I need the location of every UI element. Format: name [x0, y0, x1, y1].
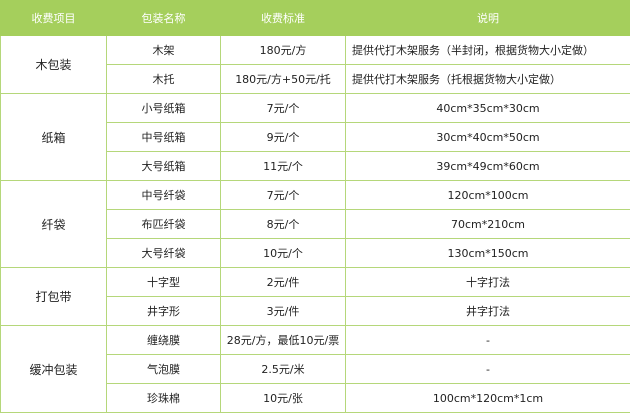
- note-cell: 100cm*120cm*1cm: [346, 384, 630, 413]
- package-name-cell: 布匹纤袋: [107, 210, 221, 239]
- price-cell: 11元/个: [221, 152, 346, 181]
- header-row: 收费项目 包装名称 收费标准 说明: [1, 1, 630, 36]
- category-cell: 打包带: [1, 268, 107, 326]
- note-cell: 提供代打木架服务（托根据货物大小定做）: [346, 65, 630, 94]
- package-name-cell: 十字型: [107, 268, 221, 297]
- price-cell: 8元/个: [221, 210, 346, 239]
- price-cell: 7元/个: [221, 181, 346, 210]
- price-cell: 28元/方，最低10元/票: [221, 326, 346, 355]
- header-price: 收费标准: [221, 1, 346, 36]
- note-cell: 70cm*210cm: [346, 210, 630, 239]
- note-cell: 130cm*150cm: [346, 239, 630, 268]
- price-cell: 3元/件: [221, 297, 346, 326]
- note-cell: 十字打法: [346, 268, 630, 297]
- price-cell: 2元/件: [221, 268, 346, 297]
- package-name-cell: 缠绕膜: [107, 326, 221, 355]
- package-name-cell: 珍珠棉: [107, 384, 221, 413]
- category-cell: 缓冲包装: [1, 326, 107, 413]
- price-cell: 9元/个: [221, 123, 346, 152]
- note-cell: 提供代打木架服务（半封闭，根据货物大小定做）: [346, 36, 630, 65]
- price-cell: 10元/张: [221, 384, 346, 413]
- note-cell: 30cm*40cm*50cm: [346, 123, 630, 152]
- package-name-cell: 木托: [107, 65, 221, 94]
- package-name-cell: 气泡膜: [107, 355, 221, 384]
- note-cell: 39cm*49cm*60cm: [346, 152, 630, 181]
- category-cell: 纤袋: [1, 181, 107, 268]
- price-cell: 10元/个: [221, 239, 346, 268]
- header-name: 包装名称: [107, 1, 221, 36]
- header-category: 收费项目: [1, 1, 107, 36]
- package-name-cell: 小号纸箱: [107, 94, 221, 123]
- note-cell: -: [346, 326, 630, 355]
- note-cell: 井字打法: [346, 297, 630, 326]
- package-name-cell: 大号纸箱: [107, 152, 221, 181]
- category-cell: 木包装: [1, 36, 107, 94]
- price-cell: 180元/方: [221, 36, 346, 65]
- note-cell: 120cm*100cm: [346, 181, 630, 210]
- price-cell: 2.5元/米: [221, 355, 346, 384]
- package-name-cell: 井字形: [107, 297, 221, 326]
- package-name-cell: 中号纸箱: [107, 123, 221, 152]
- price-cell: 180元/方+50元/托: [221, 65, 346, 94]
- category-cell: 纸箱: [1, 94, 107, 181]
- header-note: 说明: [346, 1, 630, 36]
- note-cell: -: [346, 355, 630, 384]
- note-cell: 40cm*35cm*30cm: [346, 94, 630, 123]
- package-name-cell: 木架: [107, 36, 221, 65]
- package-name-cell: 中号纤袋: [107, 181, 221, 210]
- price-cell: 7元/个: [221, 94, 346, 123]
- package-name-cell: 大号纤袋: [107, 239, 221, 268]
